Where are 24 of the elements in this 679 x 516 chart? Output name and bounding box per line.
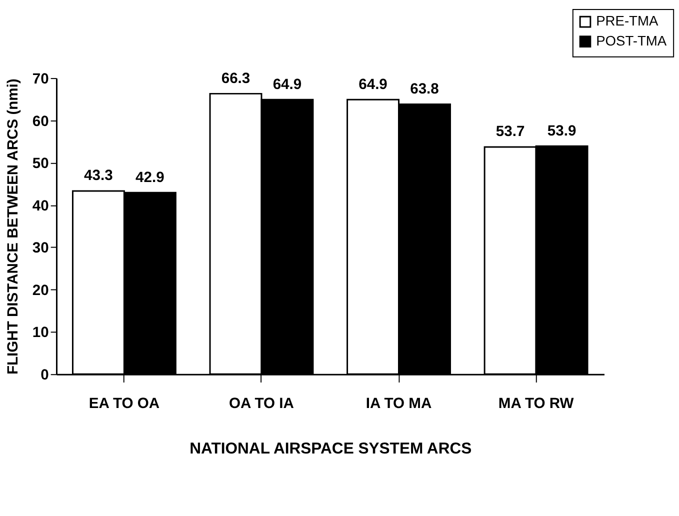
y-tick-label: 30 [32,240,49,257]
x-tick-label: EA TO OA [88,396,160,412]
y-tick-label: 50 [32,156,49,172]
data-label: 66.3 [221,70,250,87]
legend-label: PRE-TMA [596,12,659,29]
y-tick-label: 20 [32,282,49,299]
x-tick-label: IA TO MA [366,396,432,412]
y-axis-title: FLIGHT DISTANCE BETWEEN ARCS (nmi) [6,78,22,375]
data-label: 63.8 [410,81,439,98]
legend-label: POST-TMA [596,32,668,48]
data-label: 64.9 [358,76,388,93]
data-label: 64.9 [272,76,302,93]
y-tick-label: 10 [32,325,49,342]
y-tick-label: 0 [40,368,49,384]
x-tick-label: OA TO IA [229,396,294,412]
x-tick-label: MA TO RW [498,396,574,412]
y-tick-label: 70 [32,71,49,88]
data-label: 43.3 [84,168,113,184]
x-axis-title: NATIONAL AIRSPACE SYSTEM ARCS [190,440,472,458]
y-tick-label: 60 [32,114,49,130]
data-label: 53.7 [496,124,525,140]
data-label: 53.9 [547,123,576,140]
y-tick-label: 40 [32,198,49,214]
data-label: 42.9 [136,170,164,186]
